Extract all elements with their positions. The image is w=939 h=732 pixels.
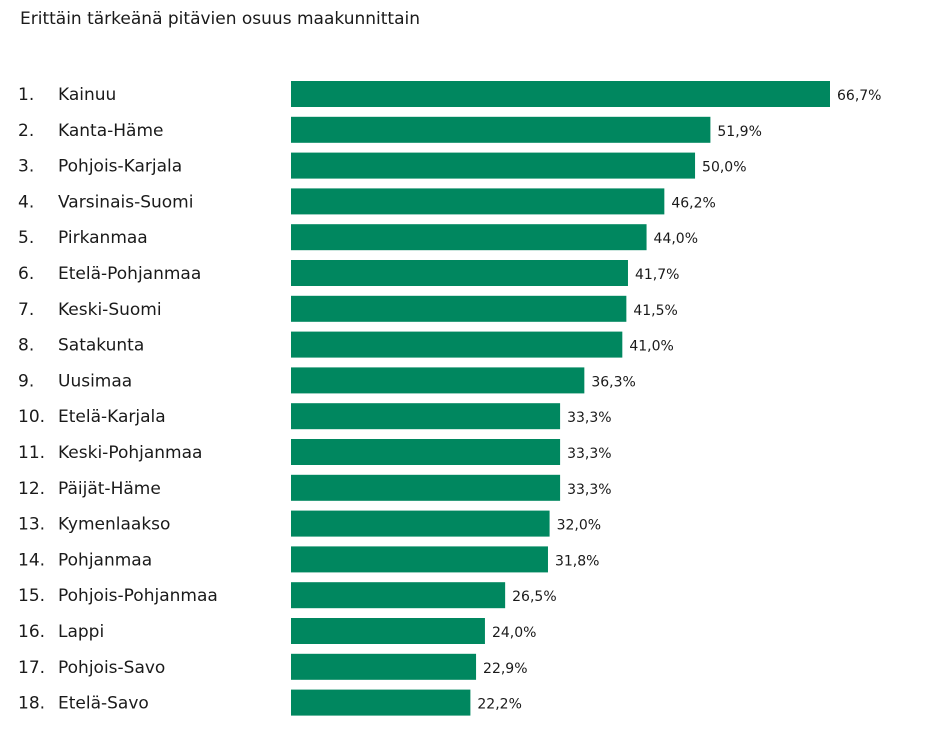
bar [291, 618, 485, 644]
bar [291, 510, 550, 537]
data-label: 36,3% [591, 374, 635, 390]
category-label: Kymenlaakso [58, 515, 170, 535]
bar [291, 331, 623, 358]
rank-label: 15. [18, 586, 45, 606]
category-label: Etelä-Karjala [58, 407, 166, 427]
rank-label: 7. [18, 300, 34, 320]
data-label: 41,0% [629, 339, 673, 355]
bar [291, 81, 830, 107]
rank-label: 18. [18, 694, 45, 714]
bar [291, 546, 548, 573]
rank-label: 10. [18, 407, 45, 427]
data-label: 32,0% [557, 518, 601, 534]
data-label: 50,0% [702, 160, 746, 176]
category-label: Kanta-Häme [58, 121, 163, 141]
category-label: Pohjois-Savo [58, 658, 165, 678]
category-label: Lappi [58, 622, 104, 642]
rank-label: 4. [18, 192, 34, 212]
category-label: Päijät-Häme [58, 479, 161, 499]
chart-title: Erittäin tärkeänä pitävien osuus maakunn… [20, 9, 420, 29]
rank-label: 9. [18, 371, 34, 391]
rank-label: 6. [18, 264, 34, 284]
bar [291, 439, 561, 465]
category-label: Varsinais-Suomi [58, 192, 193, 212]
data-label: 33,3% [567, 410, 611, 426]
data-label: 33,3% [567, 482, 611, 498]
data-label: 51,9% [717, 124, 761, 140]
data-label: 41,7% [635, 267, 679, 283]
category-label: Pirkanmaa [58, 228, 148, 248]
bar [291, 295, 627, 322]
rank-label: 8. [18, 336, 34, 356]
data-label: 46,2% [671, 195, 715, 211]
bar [291, 689, 471, 716]
rank-label: 16. [18, 622, 45, 642]
bar [291, 224, 647, 251]
category-label: Etelä-Savo [58, 694, 149, 714]
data-label: 44,0% [654, 231, 698, 247]
bar [291, 260, 628, 286]
rank-label: 12. [18, 479, 45, 499]
rank-label: 11. [18, 443, 45, 463]
category-label: Keski-Pohjanmaa [58, 443, 202, 463]
bar [291, 116, 711, 143]
data-label: 24,0% [492, 625, 536, 641]
rank-label: 2. [18, 121, 34, 141]
category-label: Uusimaa [58, 371, 132, 391]
rank-label: 14. [18, 550, 45, 570]
category-label: Keski-Suomi [58, 300, 162, 320]
data-label: 41,5% [633, 303, 677, 319]
data-label: 66,7% [837, 88, 881, 104]
data-label: 22,2% [477, 697, 521, 713]
rank-label: 3. [18, 157, 34, 177]
bar [291, 403, 561, 430]
category-label: Satakunta [58, 336, 144, 356]
bar [291, 582, 506, 609]
data-label: 26,5% [512, 589, 556, 605]
rank-label: 17. [18, 658, 45, 678]
rank-label: 13. [18, 515, 45, 535]
bar [291, 367, 585, 394]
data-label: 22,9% [483, 661, 527, 677]
bar [291, 152, 696, 179]
rank-label: 5. [18, 228, 34, 248]
category-label: Etelä-Pohjanmaa [58, 264, 201, 284]
data-label: 31,8% [555, 553, 599, 569]
category-label: Pohjois-Pohjanmaa [58, 586, 218, 606]
bar [291, 188, 665, 215]
bar [291, 474, 561, 501]
category-label: Pohjois-Karjala [58, 157, 182, 177]
category-label: Kainuu [58, 85, 116, 105]
data-label: 33,3% [567, 446, 611, 462]
rank-label: 1. [18, 85, 34, 105]
category-label: Pohjanmaa [58, 550, 152, 570]
bar [291, 653, 477, 680]
